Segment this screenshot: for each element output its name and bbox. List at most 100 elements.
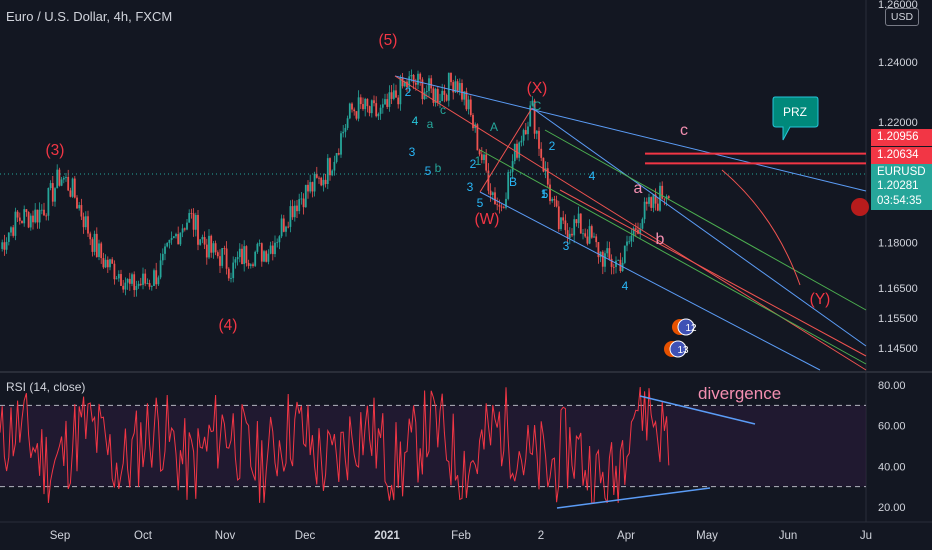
candle-body bbox=[225, 248, 228, 269]
candle-body bbox=[408, 76, 411, 88]
candle-body bbox=[571, 233, 573, 236]
candle-body bbox=[181, 228, 184, 233]
candle-body bbox=[661, 185, 664, 199]
wave-label-small: C bbox=[533, 99, 542, 113]
price-tick-label: 1.24000 bbox=[878, 57, 918, 69]
candle-body bbox=[269, 245, 272, 254]
candle-body bbox=[144, 273, 147, 284]
candle-body bbox=[368, 106, 371, 114]
rsi-title: RSI (14, close) bbox=[6, 380, 86, 394]
candle-body bbox=[329, 158, 331, 176]
candle-body bbox=[80, 205, 83, 217]
candle-body bbox=[293, 205, 296, 218]
candle-body bbox=[599, 251, 602, 258]
candle-body bbox=[430, 78, 433, 89]
candle-body bbox=[43, 209, 45, 216]
candle-body bbox=[335, 153, 338, 162]
price-tick-label: 1.18000 bbox=[878, 238, 918, 250]
alert-marker bbox=[851, 198, 869, 216]
time-axis-label: 2 bbox=[538, 530, 544, 542]
candle-body bbox=[502, 207, 505, 209]
candle-body bbox=[73, 178, 76, 198]
candle-body bbox=[436, 89, 439, 103]
candle-body bbox=[98, 243, 100, 257]
wave-label-pink: b bbox=[656, 231, 665, 248]
candle-body bbox=[533, 100, 536, 134]
candle-body bbox=[161, 253, 164, 261]
divergence-line-lower bbox=[556, 487, 711, 509]
candle-body bbox=[274, 242, 276, 255]
candle-body bbox=[628, 241, 631, 243]
candle-body bbox=[1, 242, 4, 249]
candle-body bbox=[95, 233, 98, 257]
time-axis-label: Sep bbox=[50, 530, 70, 542]
candle-body bbox=[390, 92, 393, 99]
candle-body bbox=[188, 213, 191, 223]
candle-body bbox=[205, 244, 208, 258]
wave-label-red: (W) bbox=[475, 211, 500, 228]
wave-label-small: c bbox=[440, 103, 446, 117]
candle-body bbox=[397, 97, 400, 105]
candle-body bbox=[560, 217, 562, 230]
candle-body bbox=[197, 215, 199, 245]
candle-body bbox=[159, 260, 162, 278]
candle-body bbox=[106, 259, 109, 268]
divergence-line-upper bbox=[639, 395, 756, 425]
currency-button[interactable]: USD bbox=[885, 8, 919, 26]
candle-body bbox=[100, 243, 103, 259]
candle-body bbox=[496, 204, 499, 206]
projection-curve bbox=[721, 169, 801, 286]
candle-body bbox=[67, 176, 70, 191]
candle-body bbox=[392, 90, 395, 99]
candle-body bbox=[265, 251, 268, 262]
candle-body bbox=[461, 83, 463, 100]
candle-body bbox=[5, 241, 8, 250]
event-marker-count: 12 bbox=[685, 323, 697, 334]
candle-body bbox=[113, 263, 116, 280]
candle-body bbox=[557, 206, 560, 230]
candle-body bbox=[353, 109, 356, 112]
candle-body bbox=[450, 72, 452, 83]
candle-body bbox=[190, 213, 193, 214]
candle-body bbox=[243, 246, 246, 265]
candle-body bbox=[639, 228, 642, 234]
candle-body bbox=[210, 235, 213, 253]
candle-body bbox=[117, 274, 120, 279]
wave-label-small: 5 bbox=[425, 164, 432, 178]
time-axis-label: Jun bbox=[779, 530, 798, 542]
candle-body bbox=[168, 239, 171, 243]
candle-body bbox=[410, 75, 413, 77]
candle-body bbox=[216, 252, 219, 257]
candle-body bbox=[76, 197, 78, 209]
candle-body bbox=[551, 199, 554, 202]
time-axis-label: Apr bbox=[617, 530, 635, 542]
rsi-tick-label: 40.00 bbox=[878, 461, 906, 473]
candle-body bbox=[40, 209, 43, 211]
wave-label-small: 3 bbox=[563, 239, 570, 253]
candle-body bbox=[256, 243, 259, 252]
candle-body bbox=[153, 270, 155, 286]
candle-body bbox=[219, 256, 221, 266]
candle-body bbox=[522, 130, 525, 141]
candle-body bbox=[342, 131, 345, 134]
candle-body bbox=[234, 259, 237, 263]
candle-body bbox=[351, 103, 353, 110]
candle-body bbox=[456, 81, 459, 92]
candle-body bbox=[340, 133, 342, 155]
trend-line-upper bbox=[394, 75, 867, 192]
candle-body bbox=[150, 285, 153, 287]
candle-body bbox=[617, 259, 620, 261]
candle-body bbox=[236, 257, 239, 260]
wave-connector bbox=[479, 107, 533, 193]
wave-label-small: 1 bbox=[475, 154, 482, 168]
price-tick-label: 1.14500 bbox=[878, 343, 918, 355]
candle-body bbox=[364, 98, 367, 110]
price-tick-label: 1.15500 bbox=[878, 313, 918, 325]
candle-body bbox=[133, 274, 136, 291]
candle-body bbox=[302, 198, 305, 208]
candle-body bbox=[414, 82, 417, 85]
candle-body bbox=[18, 217, 21, 221]
candle-body bbox=[505, 198, 507, 208]
candle-body bbox=[447, 72, 450, 101]
